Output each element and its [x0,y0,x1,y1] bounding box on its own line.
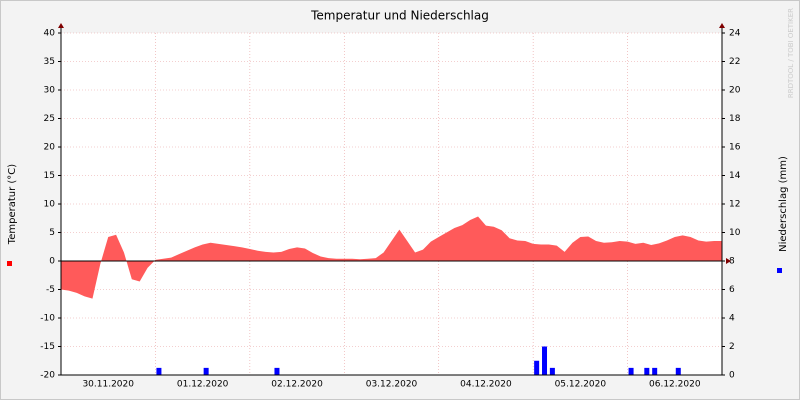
y-tick-label: 10 [44,200,56,210]
axis-arrow [58,23,64,28]
legend-swatch [777,268,782,273]
y-tick-label: 35 [44,57,55,67]
y-tick-label: 25 [44,114,55,124]
x-tick-label: 30.11.2020 [82,380,134,390]
y-tick-label: 0 [49,257,55,267]
y-tick-label: 20 [44,143,56,153]
chart-title: Temperatur und Niederschlag [310,9,489,23]
x-tick-label: 02.12.2020 [271,380,323,390]
x-tick-label: 03.12.2020 [366,380,418,390]
y-tick-label: -10 [40,314,55,324]
precipitation-bar [644,367,650,375]
precipitation-bar [652,367,658,375]
legend-swatch [7,261,12,266]
x-tick-label: 05.12.2020 [555,380,607,390]
precipitation-bar [628,367,634,375]
precipitation-bar [534,360,540,375]
y2-tick-label: 4 [729,314,735,324]
precipitation-bar [274,367,280,375]
y-tick-label: 40 [44,29,56,39]
precipitation-bar [549,367,555,375]
y2-tick-label: 22 [729,57,740,67]
y2-tick-label: 20 [729,86,741,96]
y-tick-label: -15 [40,342,55,352]
precipitation-bar [203,367,209,375]
y-tick-label: 5 [49,228,55,238]
y2-tick-label: 10 [729,228,741,238]
temperature-area [61,216,722,299]
y2-tick-label: 16 [729,143,741,153]
y2-tick-label: 14 [729,171,741,181]
y2-tick-label: 6 [729,285,735,295]
axis-arrow [719,23,725,28]
precipitation-bar [156,367,162,375]
y-tick-label: -20 [40,371,55,381]
y-tick-label: 15 [44,171,55,181]
precipitation-bar [675,367,681,375]
y2-tick-label: 24 [729,29,741,39]
x-tick-label: 04.12.2020 [460,380,512,390]
x-tick-label: 06.12.2020 [649,380,701,390]
y-tick-label: -5 [46,285,55,295]
y-axis-label: Temperatur (°C) [7,164,18,245]
watermark: RRDTOOL / TOBI OETIKER [787,8,795,98]
y2-axis-label: Niederschlag (mm) [778,156,789,252]
y2-tick-label: 12 [729,200,740,210]
precipitation-bar [542,346,548,375]
y2-tick-label: 18 [729,114,741,124]
y-tick-label: 30 [44,86,56,96]
y2-tick-label: 2 [729,342,735,352]
axis-arrow [726,258,731,264]
y2-tick-label: 0 [729,371,735,381]
x-tick-label: 01.12.2020 [177,380,229,390]
y2-tick-label: 8 [729,257,735,267]
